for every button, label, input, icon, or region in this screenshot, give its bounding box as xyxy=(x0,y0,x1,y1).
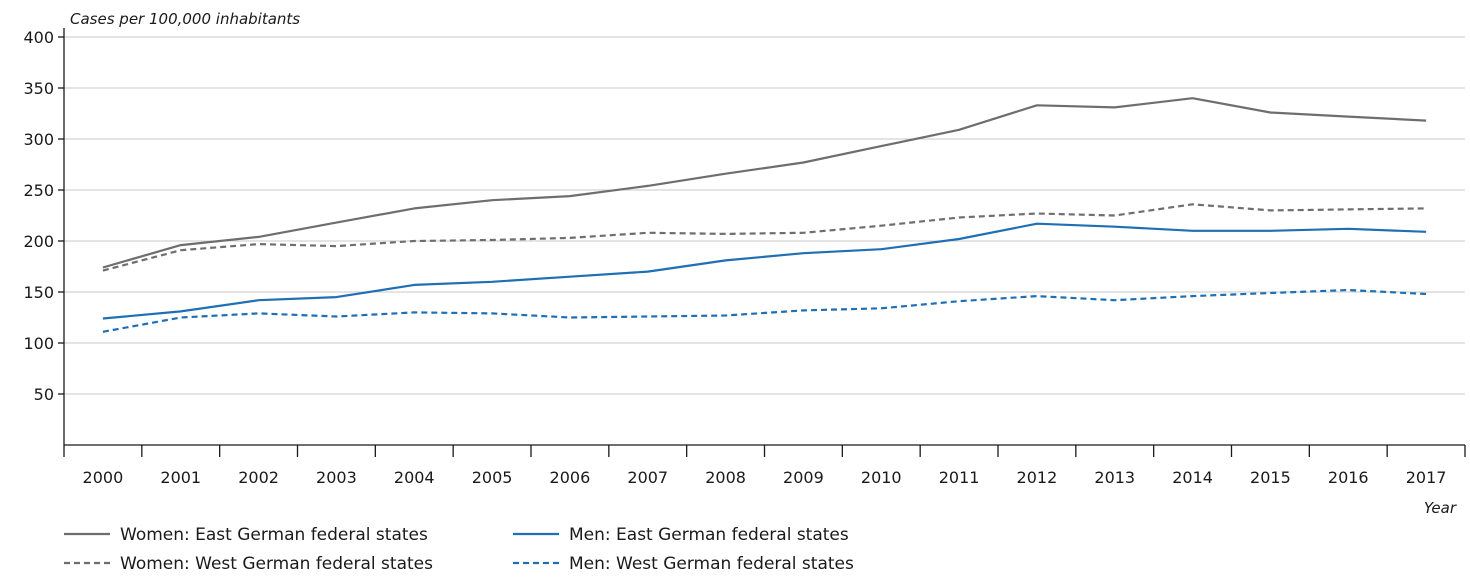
x-tick-label: 2006 xyxy=(550,468,591,487)
y-axis-title: Cases per 100,000 inhabitants xyxy=(70,10,300,28)
x-tick-label: 2002 xyxy=(238,468,279,487)
legend-label: Men: East German federal states xyxy=(569,525,849,545)
series-lines xyxy=(102,97,1427,333)
x-tick-label: 2007 xyxy=(627,468,668,487)
x-tick-label: 2013 xyxy=(1094,468,1135,487)
x-tick-label: 2009 xyxy=(783,468,824,487)
x-tick-label: 2014 xyxy=(1172,468,1213,487)
x-tick-label: 2011 xyxy=(939,468,980,487)
legend: Women: East German federal states Men: Ea… xyxy=(64,525,854,574)
x-tick-label: 2000 xyxy=(83,468,124,487)
x-tick-label: 2001 xyxy=(160,468,201,487)
y-tick-label: 250 xyxy=(23,181,54,200)
series-line-3 xyxy=(102,203,1427,272)
series-line-2 xyxy=(102,222,1427,320)
x-tick-label: 2005 xyxy=(472,468,513,487)
y-tick-label: 100 xyxy=(23,334,54,353)
x-tick-label: 2010 xyxy=(861,468,902,487)
x-tick-label: 2004 xyxy=(394,468,435,487)
y-tick-label: 350 xyxy=(23,79,54,98)
axes: 50 100 150 200 250 300 350 400 2000 2001 2002 2003 2… xyxy=(23,28,1466,487)
series-line-1 xyxy=(102,97,1427,269)
y-tick-label: 150 xyxy=(23,283,54,302)
x-tick-label: 2012 xyxy=(1017,468,1058,487)
x-tick-label: 2015 xyxy=(1250,468,1291,487)
x-axis-title: Year xyxy=(1424,499,1457,517)
legend-label: Men: West German federal states xyxy=(569,554,854,574)
x-tick-label: 2016 xyxy=(1328,468,1369,487)
x-tick-label: 2008 xyxy=(705,468,746,487)
series-line-4 xyxy=(102,288,1427,333)
legend-label: Women: West German federal states xyxy=(120,554,433,574)
y-tick-label: 300 xyxy=(23,130,54,149)
y-tick-label: 400 xyxy=(23,28,54,47)
x-tick-label: 2003 xyxy=(316,468,357,487)
y-tick-label: 200 xyxy=(23,232,54,251)
gridlines xyxy=(64,36,1465,395)
x-tick-label: 2017 xyxy=(1406,468,1447,487)
y-tick-label: 50 xyxy=(34,385,54,404)
legend-label: Women: East German federal states xyxy=(120,525,428,545)
